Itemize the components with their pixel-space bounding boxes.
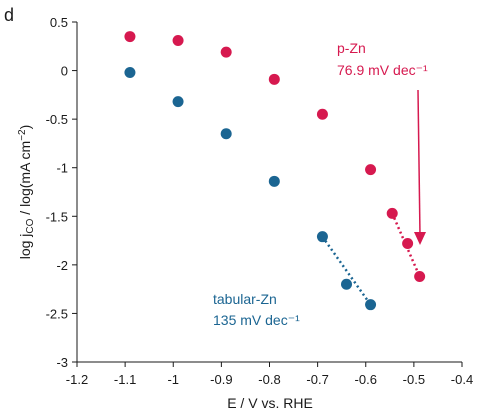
x-axis-title: E / V vs. RHE: [227, 395, 313, 411]
tafel-fit-lines: [321, 212, 421, 306]
data-point-tabular: [172, 96, 184, 108]
x-tick-label: -0.5: [403, 372, 425, 387]
annotation-tabular-slope: 135 mV dec⁻¹: [213, 312, 300, 328]
annotation-pzn-name: p-Zn: [337, 40, 366, 56]
x-tick-label: -0.8: [258, 372, 280, 387]
annotation-tabular: tabular-Zn 135 mV dec⁻¹: [213, 291, 300, 328]
y-tick-label: -3: [56, 355, 68, 370]
data-point-tabular: [341, 278, 352, 290]
y-axis-ticks: 0.5 0 -0.5 -1 -1.5 -2 -2.5 -3: [46, 15, 77, 370]
x-tick-label: -1.1: [114, 372, 136, 387]
data-points: [124, 31, 426, 311]
annotation-pzn-slope: 76.9 mV dec⁻¹: [337, 62, 428, 78]
panel-letter: d: [4, 5, 14, 25]
data-point-tabular: [220, 128, 232, 140]
x-tick-label: -0.6: [355, 372, 377, 387]
tafel-fit-line-tabular: [321, 235, 372, 306]
data-point-pzn: [402, 237, 414, 249]
y-tick-label: 0.5: [50, 15, 68, 30]
data-point-tabular: [316, 231, 328, 243]
data-point-pzn: [220, 46, 232, 58]
x-tick-label: -0.9: [210, 372, 232, 387]
data-point-pzn: [268, 73, 280, 85]
data-point-pzn: [365, 164, 377, 176]
data-point-pzn: [172, 34, 184, 46]
y-tick-label: -1.5: [46, 209, 68, 224]
x-tick-label: -0.4: [451, 372, 473, 387]
data-point-pzn: [124, 31, 136, 43]
data-point-tabular: [365, 299, 377, 311]
annotation-pzn-arrowhead: [414, 232, 426, 245]
annotation-tabular-name: tabular-Zn: [213, 291, 277, 307]
x-tick-label: -0.7: [306, 372, 328, 387]
annotation-pzn-arrow: [417, 89, 421, 237]
data-point-pzn: [386, 207, 398, 219]
x-tick-label: -1.2: [66, 372, 88, 387]
y-tick-label: 0: [61, 64, 68, 79]
data-point-pzn: [414, 271, 426, 283]
data-point-pzn: [316, 108, 328, 120]
data-point-tabular: [268, 175, 280, 187]
x-tick-label: -1: [167, 372, 179, 387]
y-axis-title: log jCO / log(mA cm−2): [17, 125, 36, 260]
y-tick-label: -1: [56, 161, 68, 176]
tafel-fit-line-pzn: [391, 212, 421, 278]
y-tick-label: -2: [56, 258, 68, 273]
annotation-pzn: p-Zn 76.9 mV dec⁻¹: [337, 40, 428, 245]
x-axis-ticks: -1.2 -1.1 -1 -0.9 -0.8 -0.7 -0.6 -0.5 -0.4: [66, 362, 473, 387]
data-point-tabular: [124, 67, 136, 79]
y-tick-label: -0.5: [46, 112, 68, 127]
y-tick-label: -2.5: [46, 306, 68, 321]
